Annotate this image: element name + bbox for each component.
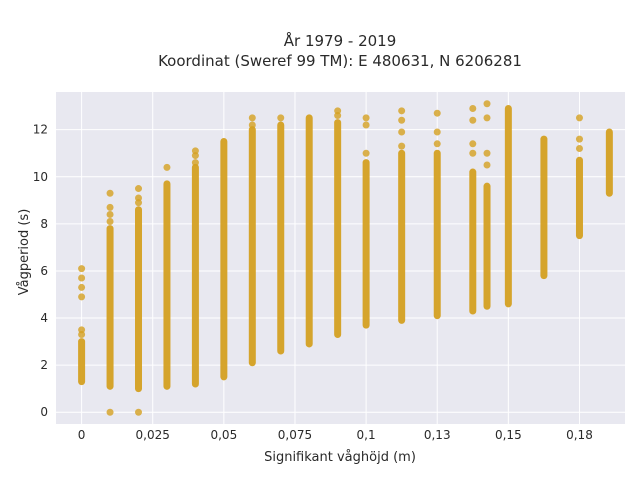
point-cluster — [483, 182, 491, 310]
x-tick-label: 0 — [78, 428, 86, 442]
data-point — [433, 140, 441, 148]
data-point — [135, 408, 143, 416]
data-point — [433, 128, 441, 136]
data-point — [277, 114, 285, 122]
data-point — [398, 128, 406, 136]
data-point — [78, 274, 86, 282]
x-tick-label: 0,1 — [357, 428, 376, 442]
y-axis-title: Vågperiod (s) — [17, 209, 32, 296]
point-cluster — [305, 114, 313, 348]
point-cluster — [106, 225, 114, 390]
data-point — [106, 189, 114, 197]
point-cluster — [334, 119, 342, 339]
data-point — [469, 116, 477, 124]
data-point — [469, 140, 477, 148]
x-tick-label: 0,025 — [136, 428, 170, 442]
data-point — [575, 145, 583, 153]
data-point — [106, 210, 114, 218]
data-point — [575, 114, 583, 122]
data-point — [469, 149, 477, 157]
y-tick-label: 8 — [40, 217, 48, 231]
point-cluster — [135, 206, 143, 393]
data-point — [163, 163, 171, 171]
point-cluster — [398, 149, 406, 324]
y-tick-label: 10 — [33, 170, 48, 184]
y-tick-label: 0 — [40, 405, 48, 419]
point-cluster — [277, 121, 285, 355]
data-point — [398, 116, 406, 124]
data-point — [106, 203, 114, 211]
data-point — [248, 114, 256, 122]
data-point — [483, 114, 491, 122]
point-cluster — [540, 135, 548, 280]
data-point — [362, 121, 370, 129]
data-point — [135, 185, 143, 193]
point-cluster — [163, 180, 171, 390]
point-cluster — [362, 159, 370, 329]
data-point — [575, 135, 583, 143]
y-tick-label: 12 — [33, 123, 48, 137]
data-point — [135, 194, 143, 202]
y-tick-label: 2 — [40, 358, 48, 372]
x-tick-label: 0,05 — [210, 428, 237, 442]
point-cluster — [220, 137, 228, 381]
data-point — [362, 149, 370, 157]
data-point — [106, 408, 114, 416]
data-point — [78, 265, 86, 273]
point-cluster — [191, 163, 199, 388]
y-tick-label: 6 — [40, 264, 48, 278]
data-point — [398, 107, 406, 115]
point-cluster — [504, 104, 512, 308]
y-axis-ticks: 0 2 4 6 8 10 12 — [33, 123, 48, 420]
x-axis-title: Signifikant våghöjd (m) — [264, 450, 416, 465]
data-point — [362, 114, 370, 122]
data-points — [78, 100, 613, 416]
data-point — [191, 159, 199, 167]
data-point — [78, 331, 86, 339]
x-tick-label: 0,075 — [278, 428, 312, 442]
point-cluster — [605, 128, 613, 197]
x-tick-label: 0,13 — [424, 428, 451, 442]
point-cluster — [433, 149, 441, 320]
data-point — [334, 107, 342, 115]
x-axis-ticks: 0 0,025 0,05 0,075 0,1 0,13 0,15 0,18 — [78, 428, 593, 442]
point-cluster — [469, 168, 477, 315]
data-point — [78, 283, 86, 291]
point-cluster — [575, 156, 583, 240]
data-point — [483, 161, 491, 169]
data-point — [469, 104, 477, 112]
chart-title-line-1: År 1979 - 2019 — [284, 31, 397, 50]
data-point — [483, 149, 491, 157]
x-tick-label: 0,15 — [495, 428, 522, 442]
data-point — [248, 121, 256, 129]
x-tick-label: 0,18 — [566, 428, 593, 442]
data-point — [191, 147, 199, 155]
data-point — [483, 100, 491, 108]
data-point — [106, 218, 114, 226]
data-point — [433, 109, 441, 117]
point-cluster — [78, 338, 86, 386]
y-tick-label: 4 — [40, 311, 48, 325]
point-cluster — [248, 126, 256, 367]
chart-title-line-2: Koordinat (Sweref 99 TM): E 480631, N 62… — [158, 52, 522, 70]
data-point — [78, 293, 86, 301]
data-point — [398, 142, 406, 150]
